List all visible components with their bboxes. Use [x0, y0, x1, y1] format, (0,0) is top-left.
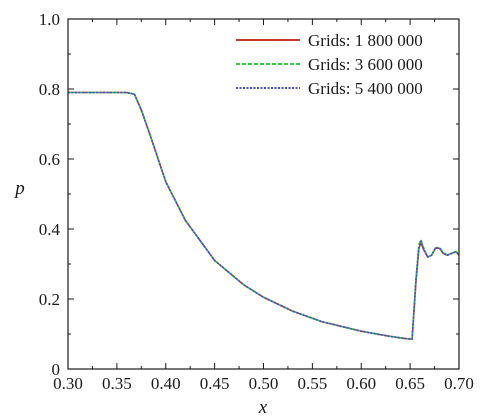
- y-tick-label: 0.8: [39, 80, 60, 99]
- x-tick-label: 0.45: [200, 374, 230, 393]
- legend-label-2: Grids: 3 600 000: [308, 55, 423, 74]
- y-axis-title: p: [13, 178, 25, 199]
- x-tick-label: 0.70: [444, 374, 474, 393]
- axis-tick-labels: 0.30 0.35 0.40 0.45 0.50 0.55 0.60 0.65 0.70 0 0.2…: [39, 10, 474, 393]
- x-axis-title: x: [258, 397, 268, 417]
- series-line-1: [68, 91, 460, 341]
- axis-ticks: [67, 18, 460, 370]
- x-tick-label: 0.55: [298, 374, 328, 393]
- legend-label-1: Grids: 1 800 000: [308, 31, 423, 50]
- y-tick-label: 0.2: [39, 290, 60, 309]
- y-tick-label: 0.6: [39, 150, 60, 169]
- legend: Grids: 1 800 000 Grids: 3 600 000 Grids: 5…: [236, 31, 423, 98]
- x-tick-label: 0.50: [249, 374, 279, 393]
- series-line-3: [68, 91, 460, 341]
- x-tick-label: 0.65: [395, 374, 425, 393]
- x-tick-label: 0.35: [102, 374, 132, 393]
- y-tick-label: 0.4: [39, 220, 61, 239]
- series-line-2: [68, 91, 460, 341]
- y-tick-label: 0: [52, 360, 61, 379]
- x-tick-label: 0.60: [346, 374, 376, 393]
- series-layer: [68, 91, 460, 341]
- legend-label-3: Grids: 5 400 000: [308, 79, 423, 98]
- y-tick-label: 1.0: [39, 10, 60, 29]
- x-tick-label: 0.30: [53, 374, 83, 393]
- x-tick-label: 0.40: [151, 374, 181, 393]
